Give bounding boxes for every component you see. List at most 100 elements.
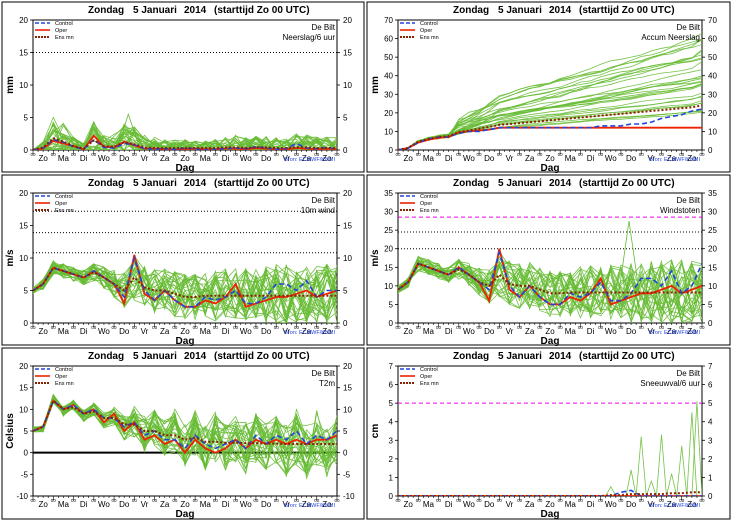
day-label: Wo [98, 327, 110, 336]
day-label: Ma [58, 154, 70, 163]
y-tick-label-right: 10 [708, 127, 717, 136]
legend-label: Ens mn [55, 381, 74, 387]
y-tick-label-right: 20 [708, 245, 717, 254]
y-tick-label: 20 [384, 245, 393, 254]
y-tick-label: 20 [19, 362, 28, 371]
hour-tick-label: 00 [436, 498, 442, 503]
day-label: Zo [545, 327, 555, 336]
hour-tick-label: 00 [172, 325, 178, 330]
header-day: Zondag [88, 178, 124, 189]
y-tick-label-right: 0 [343, 319, 348, 328]
y-tick-label: 10 [384, 282, 393, 291]
y-tick-label: -10 [16, 492, 28, 501]
y-tick-label: 7 [389, 362, 394, 371]
variable-name: 10m wind [301, 206, 335, 215]
hour-tick-label: 00 [477, 325, 483, 330]
y-tick-label-right: 20 [343, 16, 352, 25]
day-label: Zo [180, 154, 190, 163]
ensemble-members [33, 393, 337, 480]
day-label: Zo [403, 500, 413, 509]
hour-tick-label: 00 [172, 498, 178, 503]
hour-tick-label: 00 [517, 498, 523, 503]
y-axis-label: m/s [370, 249, 381, 267]
hour-tick-label: 00 [436, 152, 442, 157]
day-label: Zo [403, 154, 413, 163]
day-label: Zo [687, 154, 697, 163]
hour-tick-label: 00 [213, 498, 219, 503]
station-name: De Bilt [311, 23, 335, 32]
ensemble-members [398, 32, 702, 150]
ensemble-outlier-line [618, 220, 640, 293]
y-tick-label-right: 20 [343, 189, 352, 198]
hour-tick-label: 00 [578, 325, 584, 330]
legend-label: Control [55, 194, 73, 200]
ensemble-member-line [33, 116, 337, 150]
hour-tick-label: 00 [456, 325, 462, 330]
legend-label: Oper [420, 28, 432, 34]
y-tick-label-right: 60 [708, 35, 717, 44]
day-label: Zo [38, 500, 48, 509]
day-label: Ma [423, 154, 435, 163]
day-label: Za [160, 500, 170, 509]
day-label: Zo [545, 500, 555, 509]
y-tick-label: 10 [19, 405, 28, 414]
hour-tick-label: 00 [497, 152, 503, 157]
ensmean-line [398, 104, 702, 150]
day-label: Do [484, 327, 495, 336]
hour-tick-label: 00 [314, 325, 320, 330]
hour-tick-label: 00 [112, 152, 118, 157]
hour-tick-label: 00 [233, 498, 239, 503]
hour-tick-label: 00 [314, 152, 320, 157]
day-label: Zo [687, 327, 697, 336]
ensemble-members [398, 220, 702, 323]
header-year: 2014 [549, 351, 572, 362]
y-tick-label: 15 [384, 263, 393, 272]
hour-tick-label: 00 [598, 152, 604, 157]
header-date: 5 Januari [133, 5, 177, 16]
hour-tick-label: 00 [537, 325, 543, 330]
day-label: Di [587, 327, 595, 336]
ensemble-member-line [398, 260, 702, 309]
day-label: Di [222, 327, 230, 336]
day-label: Do [261, 500, 272, 509]
hour-tick-label: 00 [456, 152, 462, 157]
header-run: (starttijd Zo 00 UTC) [579, 351, 675, 362]
y-tick-label-right: 2 [708, 455, 713, 464]
day-label: Za [302, 327, 312, 336]
control-line [33, 255, 337, 308]
day-label: Di [80, 500, 88, 509]
hour-tick-label: 00 [334, 325, 340, 330]
y-tick-label-right: 4 [708, 418, 713, 427]
y-tick-label-right: 0 [708, 319, 713, 328]
station-name: De Bilt [311, 369, 335, 378]
day-label: Vr [282, 327, 290, 336]
hour-tick-label: 00 [233, 325, 239, 330]
day-label: Do [261, 327, 272, 336]
y-tick-label-right: -5 [343, 470, 351, 479]
y-tick-label: 0 [24, 146, 29, 155]
hour-tick-label: 00 [679, 325, 685, 330]
day-label: Do [119, 327, 130, 336]
day-label: Vr [506, 154, 514, 163]
day-label: Vr [141, 500, 149, 509]
legend-label: Ens mn [55, 208, 74, 214]
y-tick-label-right: 0 [708, 146, 713, 155]
variable-name: Windstoten [660, 206, 700, 215]
hour-tick-label: 00 [659, 152, 665, 157]
y-tick-label-right: 30 [708, 90, 717, 99]
y-tick-label-right: 5 [708, 399, 713, 408]
hour-tick-label: 00 [71, 498, 77, 503]
y-tick-label-right: 0 [708, 492, 713, 501]
day-label: Ma [565, 500, 577, 509]
y-axis-label: mm [370, 76, 381, 94]
y-tick-label-right: -10 [343, 492, 355, 501]
day-label: Do [626, 327, 637, 336]
y-tick-label: 20 [384, 109, 393, 118]
hour-tick-label: 00 [253, 152, 259, 157]
ensemble-member-line [33, 120, 337, 150]
day-label: Di [587, 500, 595, 509]
day-label: Ma [58, 327, 70, 336]
